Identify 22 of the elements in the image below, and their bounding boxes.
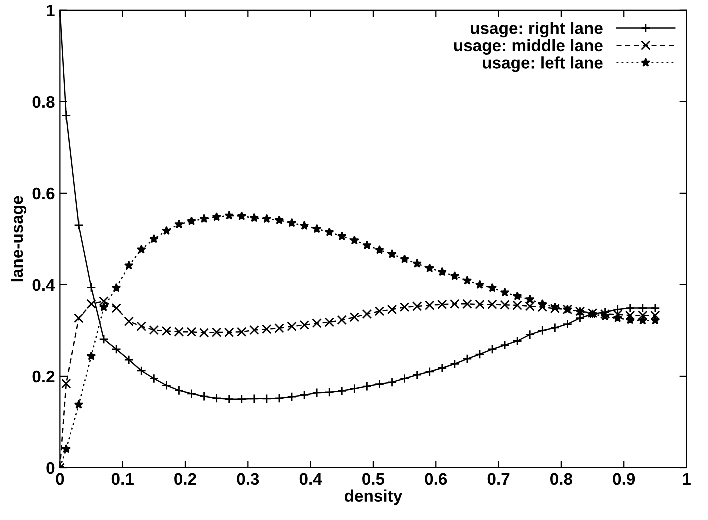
x-tick-label: 0.5 xyxy=(362,473,385,486)
x-axis-title: density xyxy=(344,490,403,506)
x-tick-label: 0.7 xyxy=(488,473,510,486)
legend-label: usage: middle lane xyxy=(454,39,603,55)
legend-label: usage: right lane xyxy=(471,22,603,38)
y-axis-title: lane-usage xyxy=(10,196,27,282)
legend-label: usage: left lane xyxy=(483,56,603,72)
x-tick-label: 0.8 xyxy=(550,473,573,486)
y-tick-label: 0.4 xyxy=(32,279,56,292)
x-tick-label: 0.3 xyxy=(237,473,260,486)
y-tick-label: 0.2 xyxy=(32,370,55,383)
x-tick-label: 0.2 xyxy=(174,473,196,486)
x-tick-label: 0.1 xyxy=(112,473,134,486)
x-tick-label: 0.4 xyxy=(300,473,322,486)
x-tick-label: 0.9 xyxy=(613,473,636,486)
y-tick-label: 1 xyxy=(47,4,55,16)
y-tick-label: 0.6 xyxy=(32,188,55,200)
x-tick-label: 0.6 xyxy=(425,473,448,486)
x-tick-label: 1 xyxy=(683,473,691,485)
y-tick-label: 0 xyxy=(46,462,55,474)
x-tick-label: 0 xyxy=(56,473,64,486)
y-tick-label: 0.8 xyxy=(32,96,55,108)
